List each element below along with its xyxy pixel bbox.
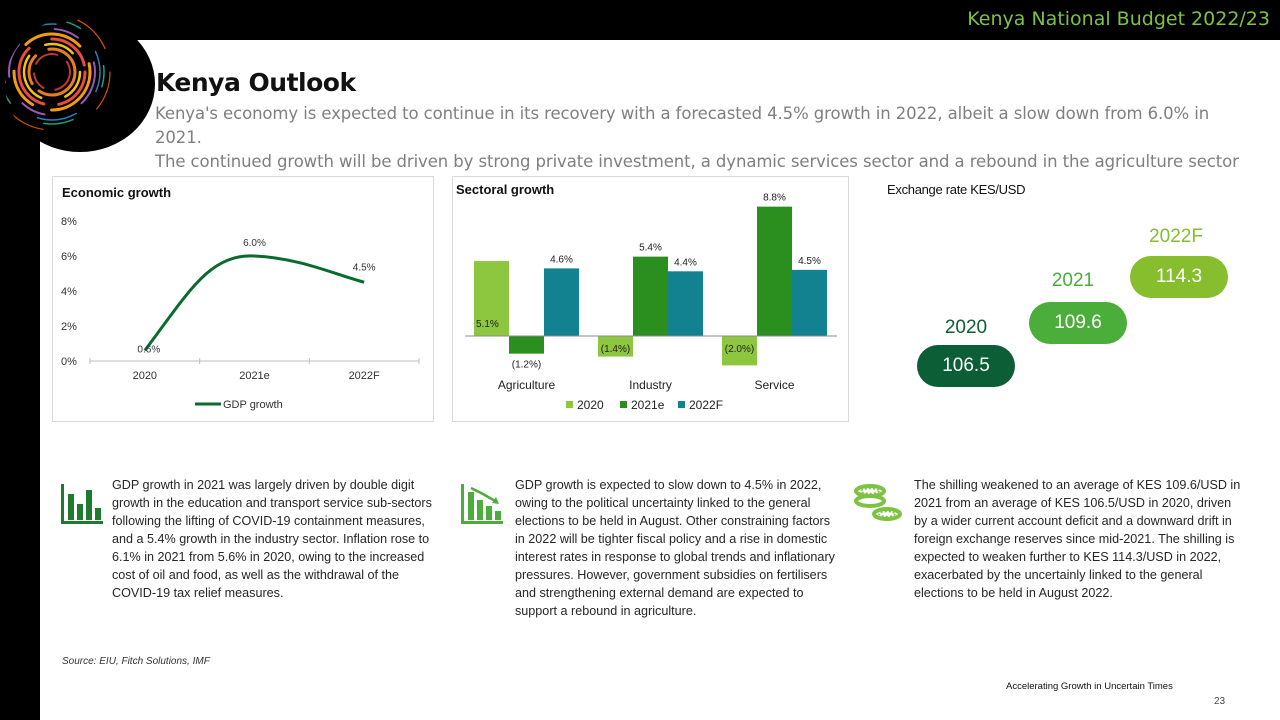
economic-growth-panel: Economic growth 0% 2% 4% 6% 8% 2020 2021e 2022F 0…: [52, 176, 434, 422]
y-tick-label: 2%: [61, 321, 77, 333]
page-title: Kenya Outlook: [156, 68, 356, 97]
exchange-rate-title: Exchange rate KES/USD: [887, 182, 1026, 197]
source-note: Source: EIU, Fitch Solutions, IMF: [62, 656, 210, 667]
data-label: 4.4%: [674, 257, 697, 268]
legend-swatch: [620, 401, 627, 408]
data-label: 5.4%: [639, 243, 662, 254]
bar-2021e-industry: [633, 256, 668, 336]
bar-2021e-agriculture: [509, 336, 544, 354]
fx-year-2020: 2020: [944, 317, 988, 338]
sectoral-growth-chart: Sectoral growth 5.1% (1.2%) 4.6% Agriculture…: [456, 182, 837, 412]
document-title: Kenya National Budget 2022/23: [967, 8, 1270, 30]
category-label: Industry: [629, 378, 672, 392]
bar-2022F-industry: [668, 271, 703, 336]
fx-value-2020: 106.5: [917, 345, 1015, 387]
legend-swatch: [678, 401, 685, 408]
coins-icon: [853, 484, 903, 531]
x-tick-label: 2022F: [349, 370, 380, 382]
data-label: 8.8%: [763, 193, 786, 204]
fx-year-2021: 2021: [1051, 270, 1095, 291]
intro-text: Kenya's economy is expected to continue …: [155, 102, 1245, 174]
y-tick-label: 8%: [61, 216, 77, 228]
bar-2022F-service: [792, 269, 827, 336]
category-label: Service: [754, 378, 794, 392]
declining-chart-icon: [461, 484, 503, 531]
swirl-logo: [0, 14, 155, 154]
category-label: Agriculture: [498, 378, 556, 392]
page-number: 23: [1214, 696, 1226, 707]
data-label: 4.5%: [798, 256, 821, 267]
sectoral-growth-panel: Sectoral growth 5.1% (1.2%) 4.6% Agriculture…: [452, 176, 849, 422]
bar-2020-agriculture: [474, 261, 509, 336]
data-label: 6.0%: [243, 238, 266, 249]
intro-line-1: Kenya's economy is expected to continue …: [155, 104, 1210, 147]
data-label: 5.1%: [476, 319, 499, 330]
bar-2021e-service: [757, 206, 792, 336]
y-tick-label: 6%: [61, 251, 77, 263]
economic-growth-chart: Economic growth 0% 2% 4% 6% 8% 2020 2021e 2022F 0…: [61, 185, 420, 411]
bar-chart-icon: [61, 484, 103, 531]
header-bar: Kenya National Budget 2022/23: [0, 0, 1280, 40]
economic-growth-title: Economic growth: [62, 185, 171, 200]
fx-value-2022f: 114.3: [1130, 256, 1228, 298]
data-label: 4.5%: [353, 262, 376, 273]
data-label: (2.0%): [725, 344, 754, 355]
data-label: 0.6%: [137, 345, 160, 356]
legend-label: 2020: [577, 398, 604, 412]
data-label: (1.4%): [601, 344, 630, 355]
note-gdp-2022: GDP growth is expected to slow down to 4…: [515, 478, 835, 618]
data-label: (1.2%): [512, 360, 541, 371]
y-tick-label: 4%: [61, 286, 77, 298]
legend-label: GDP growth: [223, 399, 283, 411]
bar-2020-service: [722, 336, 757, 366]
data-label: 4.6%: [550, 254, 573, 265]
bar-2020-industry: [598, 336, 633, 357]
sectoral-growth-title: Sectoral growth: [456, 182, 554, 197]
note-gdp-2021: GDP growth in 2021 was largely driven by…: [112, 478, 432, 600]
legend-swatch: [566, 401, 573, 408]
intro-line-2: The continued growth will be driven by s…: [155, 152, 1239, 171]
gdp-growth-line: [143, 254, 365, 352]
legend-label: 2022F: [689, 398, 723, 412]
x-tick-label: 2020: [133, 370, 157, 382]
note-exchange-rate: The shilling weakened to an average of K…: [914, 478, 1241, 600]
fx-value-2021: 109.6: [1029, 302, 1127, 344]
fx-year-2022f: 2022F: [1149, 226, 1203, 247]
footer-tagline: Accelerating Growth in Uncertain Times: [1006, 681, 1173, 692]
y-tick-label: 0%: [61, 356, 77, 368]
bar-2022F-agriculture: [544, 268, 579, 336]
x-tick-label: 2021e: [239, 370, 270, 382]
legend-label: 2021e: [631, 398, 665, 412]
